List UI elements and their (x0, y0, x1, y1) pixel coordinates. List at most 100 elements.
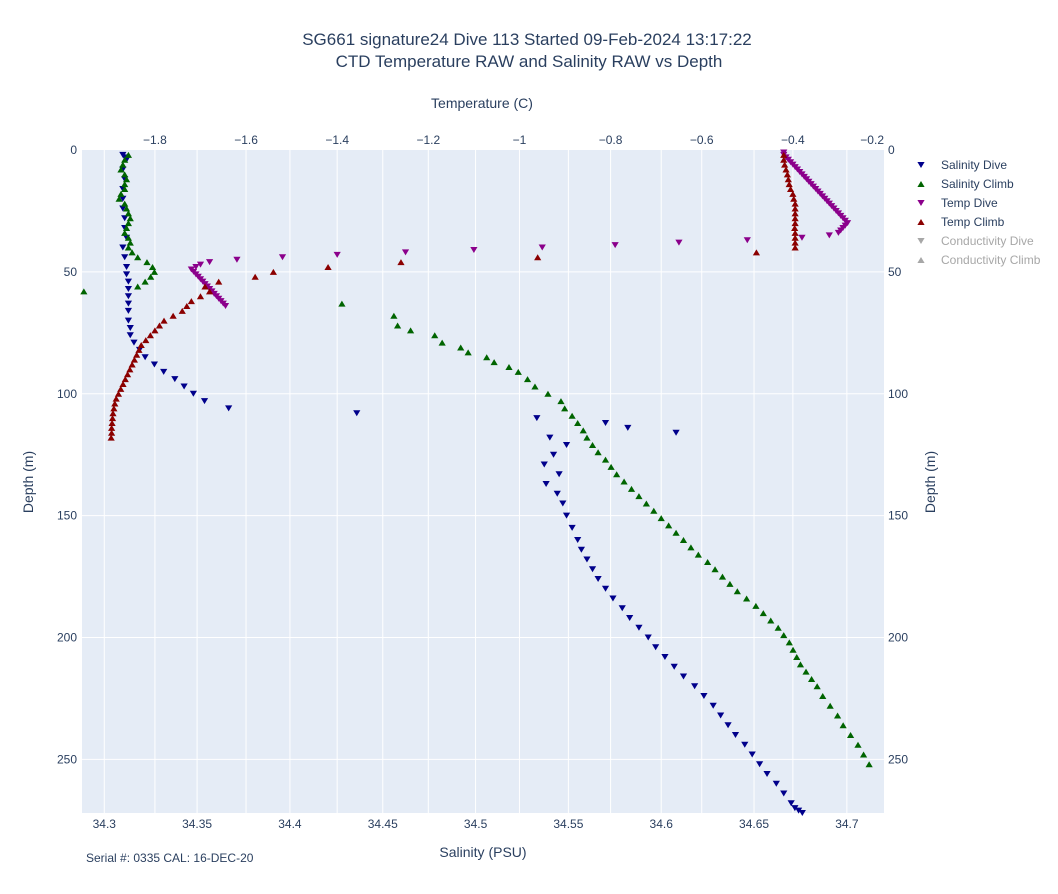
temp-dive-point (611, 242, 619, 249)
temperature-tick-label: −0.6 (690, 133, 714, 147)
temperature-tick-label: −1.8 (143, 133, 167, 147)
salinity-climb-point (854, 741, 862, 748)
legend-item-conductivity-climb[interactable]: Conductivity Climb (917, 253, 1041, 267)
salinity-dive-point (609, 595, 617, 602)
salinity-climb-point (561, 405, 569, 412)
temp-dive-point (192, 264, 200, 270)
legend-marker-temp-dive (917, 200, 925, 206)
salinity-dive-point (141, 354, 149, 361)
temp-climb-point (108, 420, 116, 426)
salinity-dive-point (124, 285, 133, 292)
salinity-climb-point (126, 215, 134, 222)
legend-marker-temp-climb (917, 219, 925, 225)
temperature-tick-label: −1.4 (325, 133, 349, 147)
legend-marker-conductivity-dive (917, 238, 925, 244)
salinity-climb-point (785, 639, 793, 646)
salinity-climb-point (121, 181, 129, 188)
salinity-climb-point (115, 195, 123, 202)
salinity-climb-point (657, 515, 665, 522)
temp-climb-point (111, 400, 119, 407)
temp-climb-point (324, 264, 332, 270)
salinity-climb-point (796, 661, 805, 668)
salinity-dive-point (126, 332, 134, 339)
salinity-dive-point (119, 244, 127, 251)
salinity-climb-point (124, 244, 133, 251)
salinity-climb-point (141, 278, 149, 285)
legend-item-temp-climb[interactable]: Temp Climb (917, 215, 1005, 229)
salinity-dive-point (731, 732, 740, 738)
salinity-climb-point (557, 398, 565, 405)
y-tick-label-left: 100 (57, 387, 77, 401)
salinity-dive-point (574, 537, 582, 543)
salinity-climb-point (544, 390, 552, 397)
salinity-climb-point (642, 500, 650, 507)
salinity-dive-point (661, 654, 669, 660)
salinity-climb-point (117, 166, 125, 173)
salinity-climb-point (338, 300, 346, 307)
legend-item-temp-dive[interactable]: Temp Dive (917, 196, 998, 210)
salinity-climb-point (121, 156, 129, 163)
temp-climb-point (791, 220, 799, 227)
salinity-climb-point (406, 327, 415, 334)
salinity-tick-label: 34.45 (368, 817, 398, 831)
salinity-climb-point (704, 558, 712, 565)
temp-dive-point (825, 232, 833, 239)
temp-climb-point (114, 390, 123, 397)
salinity-dive-point (562, 512, 571, 519)
salinity-climb-point (743, 595, 751, 602)
salinity-climb-point (134, 283, 142, 290)
bottom-axis-title: Salinity (PSU) (439, 844, 526, 860)
salinity-climb-point (694, 551, 702, 558)
legend[interactable]: Salinity Dive Salinity Climb Temp Dive Temp… (917, 158, 1041, 267)
y-tick-label-left: 50 (64, 265, 78, 279)
salinity-climb-point (802, 668, 810, 675)
temp-climb-point (781, 161, 789, 168)
legend-item-conductivity-dive[interactable]: Conductivity Dive (917, 234, 1034, 248)
salinity-climb-point (124, 220, 133, 227)
salinity-climb-point (672, 529, 680, 536)
salinity-climb-point (813, 683, 821, 690)
salinity-dive-point (121, 215, 129, 222)
temp-climb-point (397, 259, 405, 266)
salinity-tick-label: 34.55 (553, 817, 583, 831)
temp-climb-point (160, 317, 168, 324)
salinity-climb-point (627, 485, 636, 492)
salinity-dive-point (798, 810, 806, 816)
temp-dive-point (834, 229, 843, 236)
salinity-climb-point (607, 463, 615, 470)
salinity-climb-point (665, 522, 673, 529)
temp-dive-point (743, 237, 751, 244)
temp-climb-point (133, 351, 141, 358)
plot-area[interactable] (82, 150, 884, 813)
temp-dive-point (221, 303, 230, 309)
salinity-climb-point (859, 751, 868, 758)
salinity-climb-point (121, 229, 129, 236)
temp-climb-point (169, 312, 177, 319)
salinity-dive-point (119, 205, 127, 212)
legend-item-salinity-dive[interactable]: Salinity Dive (917, 158, 1007, 172)
salinity-climb-point (147, 273, 155, 280)
salinity-tick-label: 34.4 (278, 817, 302, 831)
temp-climb-point (534, 254, 542, 261)
temp-climb-point (146, 332, 154, 339)
legend-item-salinity-climb[interactable]: Salinity Climb (917, 177, 1014, 191)
temp-climb-point (119, 381, 127, 387)
salinity-dive-point (652, 644, 660, 651)
legend-marker-salinity-dive (917, 162, 925, 168)
temp-climb-point (128, 361, 136, 368)
salinity-dive-point (635, 624, 643, 631)
data-markers (80, 149, 873, 816)
salinity-climb-point (124, 234, 133, 241)
temp-climb-point (786, 186, 795, 192)
temp-dive-point (470, 246, 478, 253)
salinity-dive-point (160, 368, 168, 375)
salinity-dive-point (533, 415, 541, 422)
temp-climb-point (110, 405, 118, 412)
temp-climb-point (196, 293, 205, 300)
salinity-dive-point (763, 771, 771, 777)
temp-climb-point (784, 176, 792, 183)
salinity-climb-point (679, 537, 688, 543)
salinity-climb-point (579, 427, 587, 434)
temp-climb-point (205, 288, 214, 295)
